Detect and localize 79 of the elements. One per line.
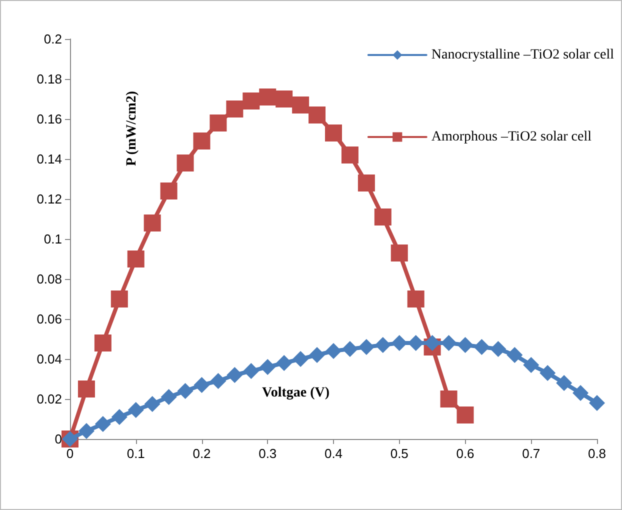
x-tick-label: 0.5	[390, 446, 408, 461]
y-tick-label: 0.2	[44, 32, 62, 46]
point	[308, 106, 326, 124]
point	[176, 154, 194, 172]
x-tick-label: 0.7	[522, 446, 540, 461]
point	[260, 359, 276, 375]
point	[326, 343, 342, 359]
point	[358, 339, 374, 355]
point	[374, 337, 391, 353]
point	[160, 182, 178, 200]
point	[523, 357, 540, 373]
point	[440, 335, 457, 351]
y-tick-label: 0.06	[36, 312, 62, 326]
point	[78, 380, 95, 398]
point	[540, 365, 556, 381]
point	[292, 351, 309, 367]
point	[341, 146, 358, 164]
point	[572, 385, 589, 401]
x-tick-label: 0	[66, 446, 74, 461]
point	[78, 423, 94, 439]
point	[193, 132, 210, 150]
point	[94, 334, 112, 352]
point	[242, 92, 260, 110]
point	[456, 406, 474, 424]
point	[276, 90, 293, 108]
y-tick-label: 0.1	[44, 232, 62, 246]
y-tick-label: 0.18	[36, 72, 62, 86]
legend-label: Nanocrystalline –TiO2 solar cell	[431, 48, 614, 62]
x-tick-label: 0.8	[588, 446, 606, 461]
point	[160, 389, 177, 405]
point	[177, 383, 194, 399]
y-tick-label: 0.16	[36, 112, 62, 126]
point	[556, 375, 572, 391]
point	[474, 339, 490, 355]
point	[292, 96, 310, 114]
y-axis-title: P (mW/cm2)	[124, 90, 140, 166]
point	[144, 214, 161, 232]
point	[210, 373, 226, 389]
point	[407, 290, 424, 308]
point	[111, 409, 128, 425]
x-tick-label: 0.4	[324, 446, 343, 461]
y-tick-label: 0.14	[36, 152, 62, 166]
point	[374, 208, 392, 226]
point	[226, 100, 244, 118]
point	[194, 377, 210, 393]
y-tick-label: 0.08	[36, 272, 62, 286]
y-tick-label: 0.02	[36, 392, 62, 406]
x-tick-label: 0.3	[258, 446, 277, 461]
point	[127, 250, 144, 268]
point	[589, 395, 605, 411]
point	[325, 124, 342, 142]
point	[390, 244, 408, 262]
point	[457, 337, 474, 353]
y-tick-label: 0	[54, 432, 62, 446]
x-tick-label: 0.2	[192, 446, 211, 461]
point	[210, 114, 227, 132]
point	[259, 88, 276, 106]
y-tick-label: 0.12	[36, 192, 62, 206]
point	[342, 341, 358, 357]
point	[424, 335, 440, 351]
point	[144, 396, 160, 412]
y-tick-label: 0.04	[36, 352, 62, 366]
point	[391, 335, 408, 351]
point	[94, 416, 111, 432]
point	[226, 367, 243, 383]
point	[358, 174, 375, 192]
point	[309, 347, 326, 363]
point	[506, 347, 523, 363]
x-axis-title: Voltgae (V)	[262, 386, 330, 400]
legend-label: Amorphous –TiO2 solar cell	[431, 130, 592, 144]
point	[243, 363, 260, 379]
point	[490, 341, 506, 357]
point	[408, 335, 424, 351]
point	[440, 390, 458, 408]
x-tick-label: 0.1	[126, 446, 145, 461]
x-tick-label: 0.6	[456, 446, 474, 461]
point	[128, 402, 144, 418]
point	[110, 290, 128, 308]
point	[276, 355, 292, 371]
